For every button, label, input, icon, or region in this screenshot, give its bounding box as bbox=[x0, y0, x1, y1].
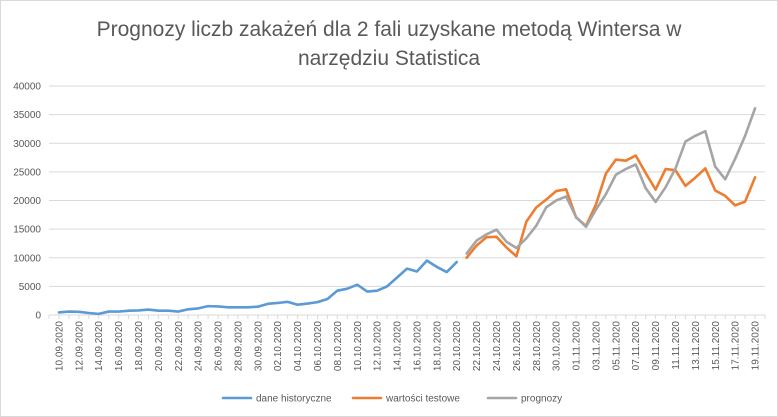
x-tick-label: 15.11.2020 bbox=[711, 321, 722, 371]
x-tick-label: 09.11.2020 bbox=[651, 321, 662, 371]
chart-title: Prognozy liczb zakażeń dla 2 fali uzyska… bbox=[41, 15, 737, 73]
x-tick-label: 28.09.2020 bbox=[233, 321, 244, 371]
x-tick-label: 26.10.2020 bbox=[512, 321, 523, 371]
x-tick-label: 10.10.2020 bbox=[353, 321, 364, 371]
x-tick-label: 01.11.2020 bbox=[572, 321, 583, 371]
x-tick-label: 16.09.2020 bbox=[114, 321, 125, 371]
y-tick-label: 0 bbox=[35, 311, 41, 322]
x-tick-label: 19.11.2020 bbox=[751, 321, 762, 371]
y-tick-label: 35000 bbox=[13, 110, 41, 121]
gridlines bbox=[49, 85, 765, 287]
legend: dane historyczne wartości testowe prognozy bbox=[221, 394, 562, 405]
y-tick-label: 25000 bbox=[13, 167, 41, 178]
x-tick-label: 20.10.2020 bbox=[452, 321, 463, 371]
axes: 0 5000 10000 15000 20000 25000 30000 35000 40000… bbox=[13, 82, 766, 371]
legend-item: prognozy bbox=[486, 394, 562, 405]
x-tick-label: 10.09.2020 bbox=[54, 321, 65, 371]
x-tick-label: 06.10.2020 bbox=[313, 321, 324, 371]
x-tick-label: 04.10.2020 bbox=[293, 321, 304, 371]
x-tick-label: 03.11.2020 bbox=[591, 321, 602, 371]
legend-label: dane historyczne bbox=[256, 394, 332, 405]
x-tick-label: 16.10.2020 bbox=[412, 321, 423, 371]
x-tick-label: 22.09.2020 bbox=[174, 321, 185, 371]
series-line-3 bbox=[465, 107, 757, 255]
x-tick-label: 22.10.2020 bbox=[472, 321, 483, 371]
x-tick-label: 18.10.2020 bbox=[432, 321, 443, 371]
y-tick-label: 20000 bbox=[13, 196, 41, 207]
x-tick-label: 05.11.2020 bbox=[611, 321, 622, 371]
series-line-2 bbox=[465, 154, 757, 260]
x-tick-label: 11.11.2020 bbox=[671, 321, 682, 370]
x-tick-label: 18.09.2020 bbox=[134, 321, 145, 371]
x-tick-label: 30.09.2020 bbox=[253, 321, 264, 371]
chart-title-line-1: Prognozy liczb zakażeń dla 2 fali uzyska… bbox=[96, 18, 682, 41]
legend-item: wartości testowe bbox=[351, 394, 460, 405]
x-tick-label: 24.10.2020 bbox=[492, 321, 503, 371]
x-tick-label: 13.11.2020 bbox=[691, 321, 702, 371]
x-tick-label: 24.09.2020 bbox=[194, 321, 205, 371]
y-tick-label: 30000 bbox=[13, 139, 41, 150]
series-line-1 bbox=[57, 259, 459, 316]
y-tick-label: 5000 bbox=[19, 282, 42, 293]
x-tick-label: 17.11.2020 bbox=[731, 321, 742, 371]
legend-item: dane historyczne bbox=[221, 394, 332, 405]
y-tick-label: 15000 bbox=[13, 225, 41, 236]
series-lines bbox=[57, 107, 757, 316]
x-tick-label: 08.10.2020 bbox=[333, 321, 344, 371]
legend-label: prognozy bbox=[521, 394, 562, 405]
legend-label: wartości testowe bbox=[385, 394, 460, 405]
y-tick-label: 10000 bbox=[13, 253, 41, 264]
x-tick-label: 30.10.2020 bbox=[552, 321, 563, 371]
x-tick-label: 20.09.2020 bbox=[154, 321, 165, 371]
x-tick-label: 14.09.2020 bbox=[94, 321, 105, 371]
y-tick-label: 40000 bbox=[13, 82, 41, 93]
chart-title-line-2: narzędziu Statistica bbox=[297, 47, 481, 70]
x-tick-label: 07.11.2020 bbox=[631, 321, 642, 371]
x-tick-label: 12.09.2020 bbox=[74, 321, 85, 371]
x-tick-label: 14.10.2020 bbox=[393, 321, 404, 371]
x-tick-label: 26.09.2020 bbox=[214, 321, 225, 371]
x-tick-label: 02.10.2020 bbox=[273, 321, 284, 371]
x-tick-label: 12.10.2020 bbox=[373, 321, 384, 371]
x-tick-label: 28.10.2020 bbox=[532, 321, 543, 371]
